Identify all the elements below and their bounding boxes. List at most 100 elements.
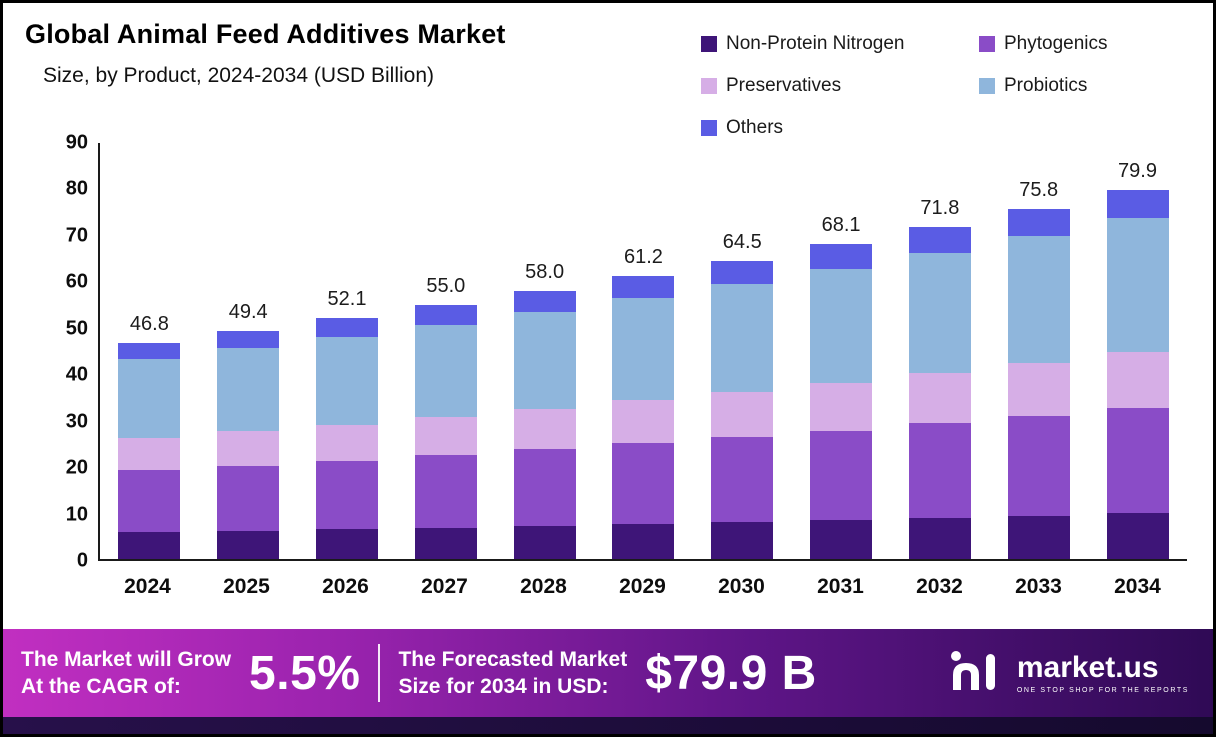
legend-item-preservatives: Preservatives — [701, 75, 969, 97]
bar-segment-probiotics — [908, 253, 971, 374]
y-tick-label: 90 — [65, 131, 88, 154]
bar-segment-phytogenics — [612, 443, 675, 524]
bar-total-label: 68.1 — [821, 214, 861, 237]
bar-segment-non-protein-nitrogen — [1106, 513, 1169, 559]
bar-group-2026: 52.1 — [298, 143, 397, 559]
cagr-label-line1: The Market will Grow — [21, 647, 232, 671]
forecast-label-line1: The Forecasted Market — [398, 647, 628, 671]
bar-group-2027: 55.0 — [396, 143, 495, 559]
bar-segment-non-protein-nitrogen — [118, 532, 181, 559]
bar-group-2028: 58.0 — [495, 143, 594, 559]
legend-swatch-others — [701, 120, 717, 136]
y-tick-label: 40 — [65, 363, 88, 386]
bar-total-label: 61.2 — [623, 246, 663, 269]
brand-text: market.us ONE STOP SHOP FOR THE REPORTS — [1016, 652, 1189, 694]
legend-label: Non-Protein Nitrogen — [726, 33, 905, 54]
bar-segment-probiotics — [1106, 218, 1169, 353]
bar-segment-phytogenics — [711, 436, 774, 523]
bar-segment-others — [908, 227, 971, 254]
page-title: Global Animal Feed Additives Market — [25, 19, 506, 49]
bar-group-2029: 61.2 — [594, 143, 693, 559]
x-axis-label: 2028 — [520, 575, 567, 598]
y-tick-label: 60 — [65, 270, 88, 293]
bar-segment-preservatives — [217, 431, 280, 466]
bar-total-label: 55.0 — [426, 274, 466, 297]
y-tick-label: 20 — [65, 456, 88, 479]
bar-segment-preservatives — [513, 408, 576, 450]
bar-segment-preservatives — [118, 437, 181, 471]
bar-segment-phytogenics — [118, 470, 181, 533]
bottom-strip — [3, 717, 1213, 734]
bar-group-2025: 49.4 — [199, 143, 298, 559]
bar-segment-phytogenics — [908, 423, 971, 518]
chart-section: Global Animal Feed Additives Market Size… — [3, 3, 1213, 629]
bar-segment-others — [414, 304, 477, 325]
bar-total-label: 75.8 — [1019, 178, 1059, 201]
bar-segment-phytogenics — [414, 455, 477, 528]
bar-segment-others — [316, 318, 379, 337]
bar-segment-phytogenics — [217, 465, 280, 531]
brand-block: market.us ONE STOP SHOP FOR THE REPORTS — [949, 650, 1195, 697]
bar-segment-others — [118, 342, 181, 360]
x-axis: 2024 2025 2026 2027 2028 2029 2030 2031 2032 2033… — [98, 575, 1187, 599]
bar-segment-non-protein-nitrogen — [1007, 515, 1070, 559]
x-axis-label: 2032 — [916, 575, 963, 598]
legend-label: Phytogenics — [1004, 33, 1108, 54]
legend-label: Others — [726, 117, 784, 138]
bar-total-label: 49.4 — [228, 300, 268, 323]
bar-segment-probiotics — [316, 336, 379, 425]
y-tick-label: 70 — [65, 224, 88, 247]
bar-total-label: 46.8 — [129, 312, 169, 335]
legend-label: Preservatives — [726, 75, 842, 96]
legend-label: Probiotics — [1004, 75, 1088, 96]
bar-segment-non-protein-nitrogen — [711, 522, 774, 559]
bar-segment-preservatives — [612, 400, 675, 443]
bar-segment-probiotics — [810, 268, 873, 384]
legend-item-phytogenics: Phytogenics — [979, 33, 1191, 55]
cagr-label: The Market will Grow At the CAGR of: — [21, 646, 231, 701]
bar-segment-phytogenics — [513, 449, 576, 526]
bar-segment-non-protein-nitrogen — [414, 527, 477, 559]
brand-tagline: ONE STOP SHOP FOR THE REPORTS — [1016, 686, 1189, 694]
bar-segment-others — [612, 276, 675, 298]
plot-area: 46.8 49.4 52.1 55.0 58.0 61.2 64.5 68.1 71.8 75.8… — [98, 143, 1187, 561]
market-us-logo-icon — [949, 650, 1007, 697]
legend-item-probiotics: Probiotics — [979, 75, 1191, 97]
x-axis-label: 2026 — [322, 575, 369, 598]
y-tick-label: 50 — [65, 317, 88, 340]
x-axis-label: 2033 — [1015, 575, 1062, 598]
bar-segment-preservatives — [908, 373, 971, 424]
bar-segment-probiotics — [711, 284, 774, 393]
bar-segment-preservatives — [1106, 352, 1169, 408]
bar-segment-preservatives — [414, 417, 477, 456]
y-axis: 90 80 70 60 50 40 30 20 10 0 — [26, 132, 88, 572]
bar-segment-phytogenics — [1106, 407, 1169, 514]
bar-total-label: 64.5 — [722, 230, 762, 253]
legend-swatch-preservatives — [701, 78, 717, 94]
bar-group-2031: 68.1 — [792, 143, 891, 559]
x-axis-label: 2030 — [718, 575, 765, 598]
chart-subtitle: Size, by Product, 2024-2034 (USD Billion… — [43, 64, 435, 87]
bar-segment-probiotics — [414, 324, 477, 418]
bar-total-label: 58.0 — [525, 260, 565, 283]
bar-segment-others — [1106, 189, 1169, 219]
bar-segment-probiotics — [513, 311, 576, 409]
legend-swatch-probiotics — [979, 78, 995, 94]
bar-segment-probiotics — [118, 359, 181, 438]
bar-segment-preservatives — [316, 424, 379, 461]
bar-segment-phytogenics — [1007, 415, 1070, 516]
bar-group-2033: 75.8 — [989, 143, 1088, 559]
bar-segment-others — [217, 330, 280, 349]
x-axis-label: 2034 — [1114, 575, 1161, 598]
bar-segment-phytogenics — [810, 430, 873, 521]
bar-total-label: 52.1 — [327, 288, 367, 311]
legend-item-others: Others — [701, 117, 969, 139]
bar-group-2024: 46.8 — [100, 143, 199, 559]
bar-segment-others — [711, 260, 774, 284]
x-axis-label: 2024 — [124, 575, 171, 598]
x-axis-label: 2029 — [619, 575, 666, 598]
chart-header: Global Animal Feed Additives Market Size… — [25, 19, 506, 88]
bar-segment-others — [810, 244, 873, 269]
stacked-bar-chart: 90 80 70 60 50 40 30 20 10 0 46.8 49.4 52.1 55.0 58.0… — [66, 132, 1187, 598]
